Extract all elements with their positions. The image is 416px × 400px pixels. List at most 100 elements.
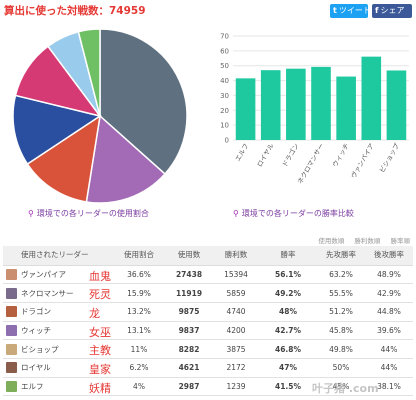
leader-avatar-icon <box>6 268 17 280</box>
leader-avatar-icon <box>6 362 17 374</box>
usage-cell: 15.9% <box>113 283 165 303</box>
usage-cell: 4% <box>113 377 165 397</box>
bar <box>311 66 331 140</box>
leader-cn-label: 皇家 <box>89 362 111 376</box>
map-pin-icon: ⚲ <box>28 209 34 218</box>
wins-cell: 1239 <box>213 377 259 397</box>
share-label: シェア <box>380 6 405 15</box>
leader-avatar-icon <box>6 324 17 336</box>
leader-cell: ロイヤル 皇家 <box>3 358 113 378</box>
pie-svg <box>12 28 188 204</box>
first-winrate-cell: 50% <box>317 358 365 378</box>
second-winrate-cell: 38.1% <box>365 377 413 397</box>
usage-pie-chart <box>0 26 205 206</box>
bar <box>235 78 256 140</box>
usage-cell: 36.6% <box>113 265 165 285</box>
first-winrate-cell: 45.8% <box>317 321 365 341</box>
bar <box>260 70 281 140</box>
first-winrate-cell: 49.8% <box>317 339 365 359</box>
x-tick-label: ネクロマンサー <box>296 142 326 185</box>
leader-name: ウィッチ <box>21 325 51 335</box>
tweet-button[interactable]: t ツイート <box>330 4 371 18</box>
winrate-cell: 41.5% <box>259 377 317 397</box>
count-cell: 8282 <box>165 339 213 359</box>
wins-cell: 4200 <box>213 321 259 341</box>
tweet-label: ツイート <box>338 6 371 15</box>
count-cell: 27438 <box>165 265 213 285</box>
leader-name: ネクロマンサー <box>21 288 74 298</box>
sort-by-wins[interactable]: 勝利数順 <box>354 237 381 245</box>
x-tick-label: エルフ <box>234 142 251 163</box>
leader-name: ヴァンパイア <box>21 269 66 279</box>
y-tick-label: 50 <box>220 62 229 70</box>
x-tick-label: ロイヤル <box>256 142 276 169</box>
page-title: 算出に使った対戦数：74959 <box>4 5 146 17</box>
wins-cell: 5859 <box>213 283 259 303</box>
leader-name: ドラゴン <box>21 307 51 317</box>
x-tick-label: ヴァンパイア <box>349 141 377 180</box>
leader-name: エルフ <box>21 381 44 391</box>
bar <box>336 76 356 140</box>
second-winrate-cell: 44% <box>365 339 413 359</box>
sort-by-count[interactable]: 使用数順 <box>318 237 345 245</box>
first-winrate-cell: 51.2% <box>317 302 365 322</box>
first-winrate-cell: 63.2% <box>317 265 365 285</box>
count-cell: 11919 <box>165 283 213 303</box>
leader-cn-label: 血鬼 <box>89 269 111 283</box>
table-header-row: 使用されたリーダー 使用割合 使用数 勝利数 勝率 先攻勝率 後攻勝率 <box>3 246 413 266</box>
pie-slice-6 <box>77 28 101 117</box>
leader-cell: ネクロマンサー 死灵 <box>3 283 113 303</box>
leader-cell: ウィッチ 女巫 <box>3 321 113 341</box>
col-count[interactable]: 使用数 <box>165 246 213 266</box>
usage-cell: 11% <box>113 339 165 359</box>
leader-cn-label: 龙 <box>89 306 100 320</box>
facebook-share-button[interactable]: f シェア <box>372 4 412 18</box>
wins-cell: 4740 <box>213 302 259 322</box>
twitter-icon: t <box>333 6 337 15</box>
pie-slice-3 <box>12 94 102 166</box>
table-row: ネクロマンサー 死灵 15.9% 11919 5859 49.2% 55.5% 42.9% <box>3 283 413 303</box>
count-cell: 9837 <box>165 321 213 341</box>
watermark: 叶子猪 .com <box>312 382 379 395</box>
usage-cell: 6.2% <box>113 358 165 378</box>
usage-caption: ⚲ 環境での各リーダーの使用割合 <box>28 209 149 218</box>
second-winrate-cell: 42.9% <box>365 283 413 303</box>
col-wins[interactable]: 勝利数 <box>213 246 259 266</box>
second-winrate-cell: 39.6% <box>365 321 413 341</box>
usage-cell: 13.2% <box>113 302 165 322</box>
table-row: ビショップ 主教 11% 8282 3875 46.8% 49.8% 44% <box>3 339 413 359</box>
winrate-cell: 47% <box>259 358 317 378</box>
sort-options: 使用数順 勝利数順 勝率順 <box>310 235 410 245</box>
leader-cell: ヴァンパイア 血鬼 <box>3 265 113 285</box>
y-tick-label: 10 <box>220 122 229 130</box>
leader-stats-table: 使用されたリーダー 使用割合 使用数 勝利数 勝率 先攻勝率 後攻勝率 ヴァンパ… <box>3 246 413 397</box>
winrate-caption: ⚲ 環境での各リーダーの勝率比較 <box>233 209 354 218</box>
winrate-cell: 46.8% <box>259 339 317 359</box>
facebook-icon: f <box>375 6 379 15</box>
leader-cn-label: 主教 <box>89 344 111 358</box>
pie-slice-0 <box>99 28 188 176</box>
second-winrate-cell: 44% <box>365 358 413 378</box>
y-tick-label: 60 <box>220 47 229 55</box>
y-tick-label: 30 <box>220 92 229 100</box>
winrate-bar-chart: 0 10 20 30 40 50 60 70 エルフ ロイヤル ドラゴン ネクロマンサー ウィッチ ヴァン… <box>205 26 416 206</box>
col-first-winrate[interactable]: 先攻勝率 <box>317 246 365 266</box>
table-row: ロイヤル 皇家 6.2% 4621 2172 47% 50% 44% <box>3 358 413 378</box>
col-winrate[interactable]: 勝率 <box>259 246 317 266</box>
wins-cell: 15394 <box>213 265 259 285</box>
pie-slice-2 <box>26 114 102 203</box>
col-usage[interactable]: 使用割合 <box>113 246 165 266</box>
y-tick-label: 20 <box>220 107 229 115</box>
table-row: エルフ 妖精 4% 2987 1239 41.5% 45% 38.1% <box>3 377 413 397</box>
leader-cn-label: 妖精 <box>89 381 111 395</box>
col-leader[interactable]: 使用されたリーダー <box>3 246 113 266</box>
count-cell: 9875 <box>165 302 213 322</box>
col-second-winrate[interactable]: 後攻勝率 <box>365 246 413 266</box>
y-tick-label: 0 <box>225 137 229 145</box>
bar <box>361 56 382 140</box>
sort-by-winrate[interactable]: 勝率順 <box>390 237 411 245</box>
table-row: ドラゴン 龙 13.2% 9875 4740 48% 51.2% 44.8% <box>3 302 413 322</box>
first-winrate-cell: 55.5% <box>317 283 365 303</box>
bar <box>286 68 306 140</box>
